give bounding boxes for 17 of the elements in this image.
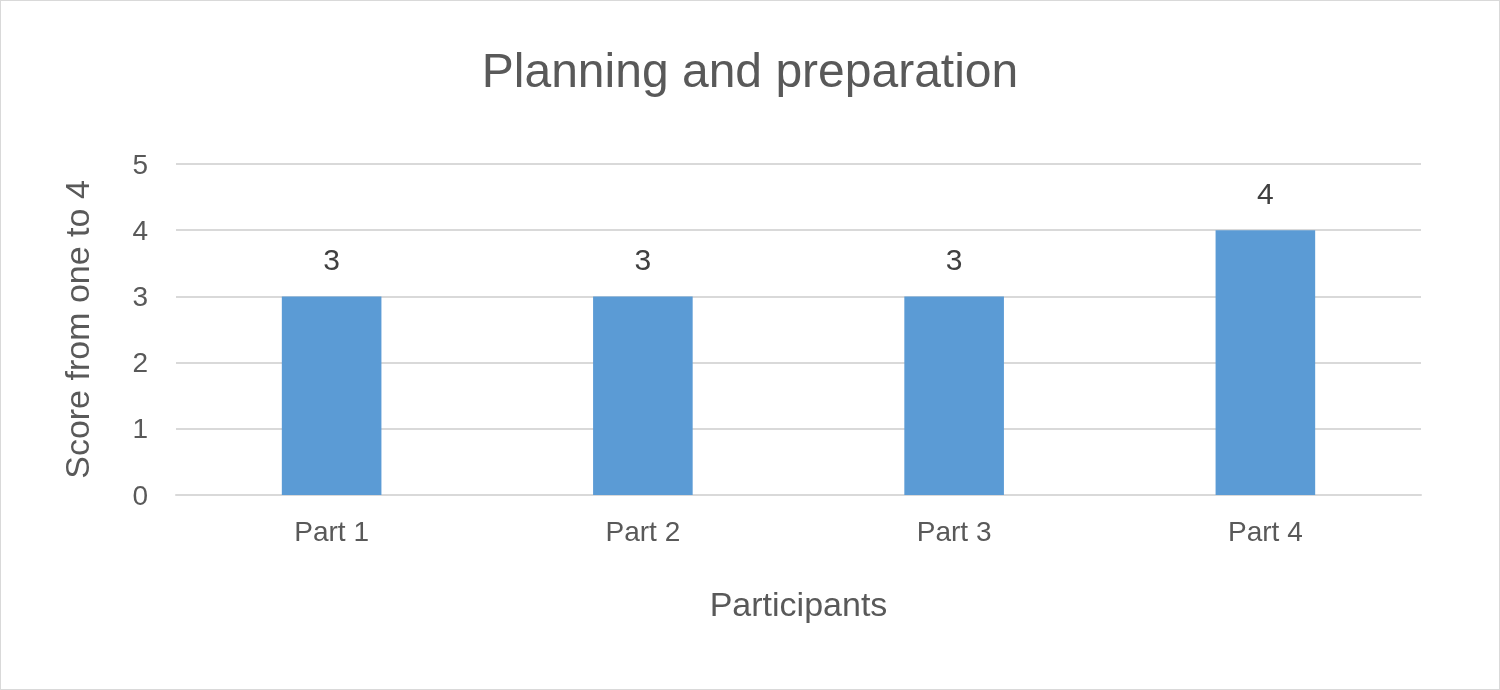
chart-title: Planning and preparation <box>481 43 1019 97</box>
data-label: 4 <box>1257 176 1274 210</box>
y-axis-title: Score from one to 4 <box>58 180 96 479</box>
y-tick-label: 2 <box>132 347 148 379</box>
x-tick-label: Part 1 <box>294 515 369 547</box>
x-axis-title: Participants <box>709 585 888 623</box>
y-tick-label: 4 <box>132 214 148 246</box>
y-tick-label: 3 <box>132 280 148 312</box>
y-tick-label: 1 <box>132 413 148 445</box>
data-label: 3 <box>323 242 340 276</box>
x-tick-label: Part 4 <box>1228 515 1303 547</box>
y-tick-label: 0 <box>132 479 148 511</box>
y-tick-label: 5 <box>132 148 148 180</box>
data-label: 3 <box>634 242 652 276</box>
x-tick-label: Part 2 <box>605 515 681 547</box>
x-tick-label: Part 3 <box>916 515 992 547</box>
data-label: 3 <box>945 242 963 276</box>
